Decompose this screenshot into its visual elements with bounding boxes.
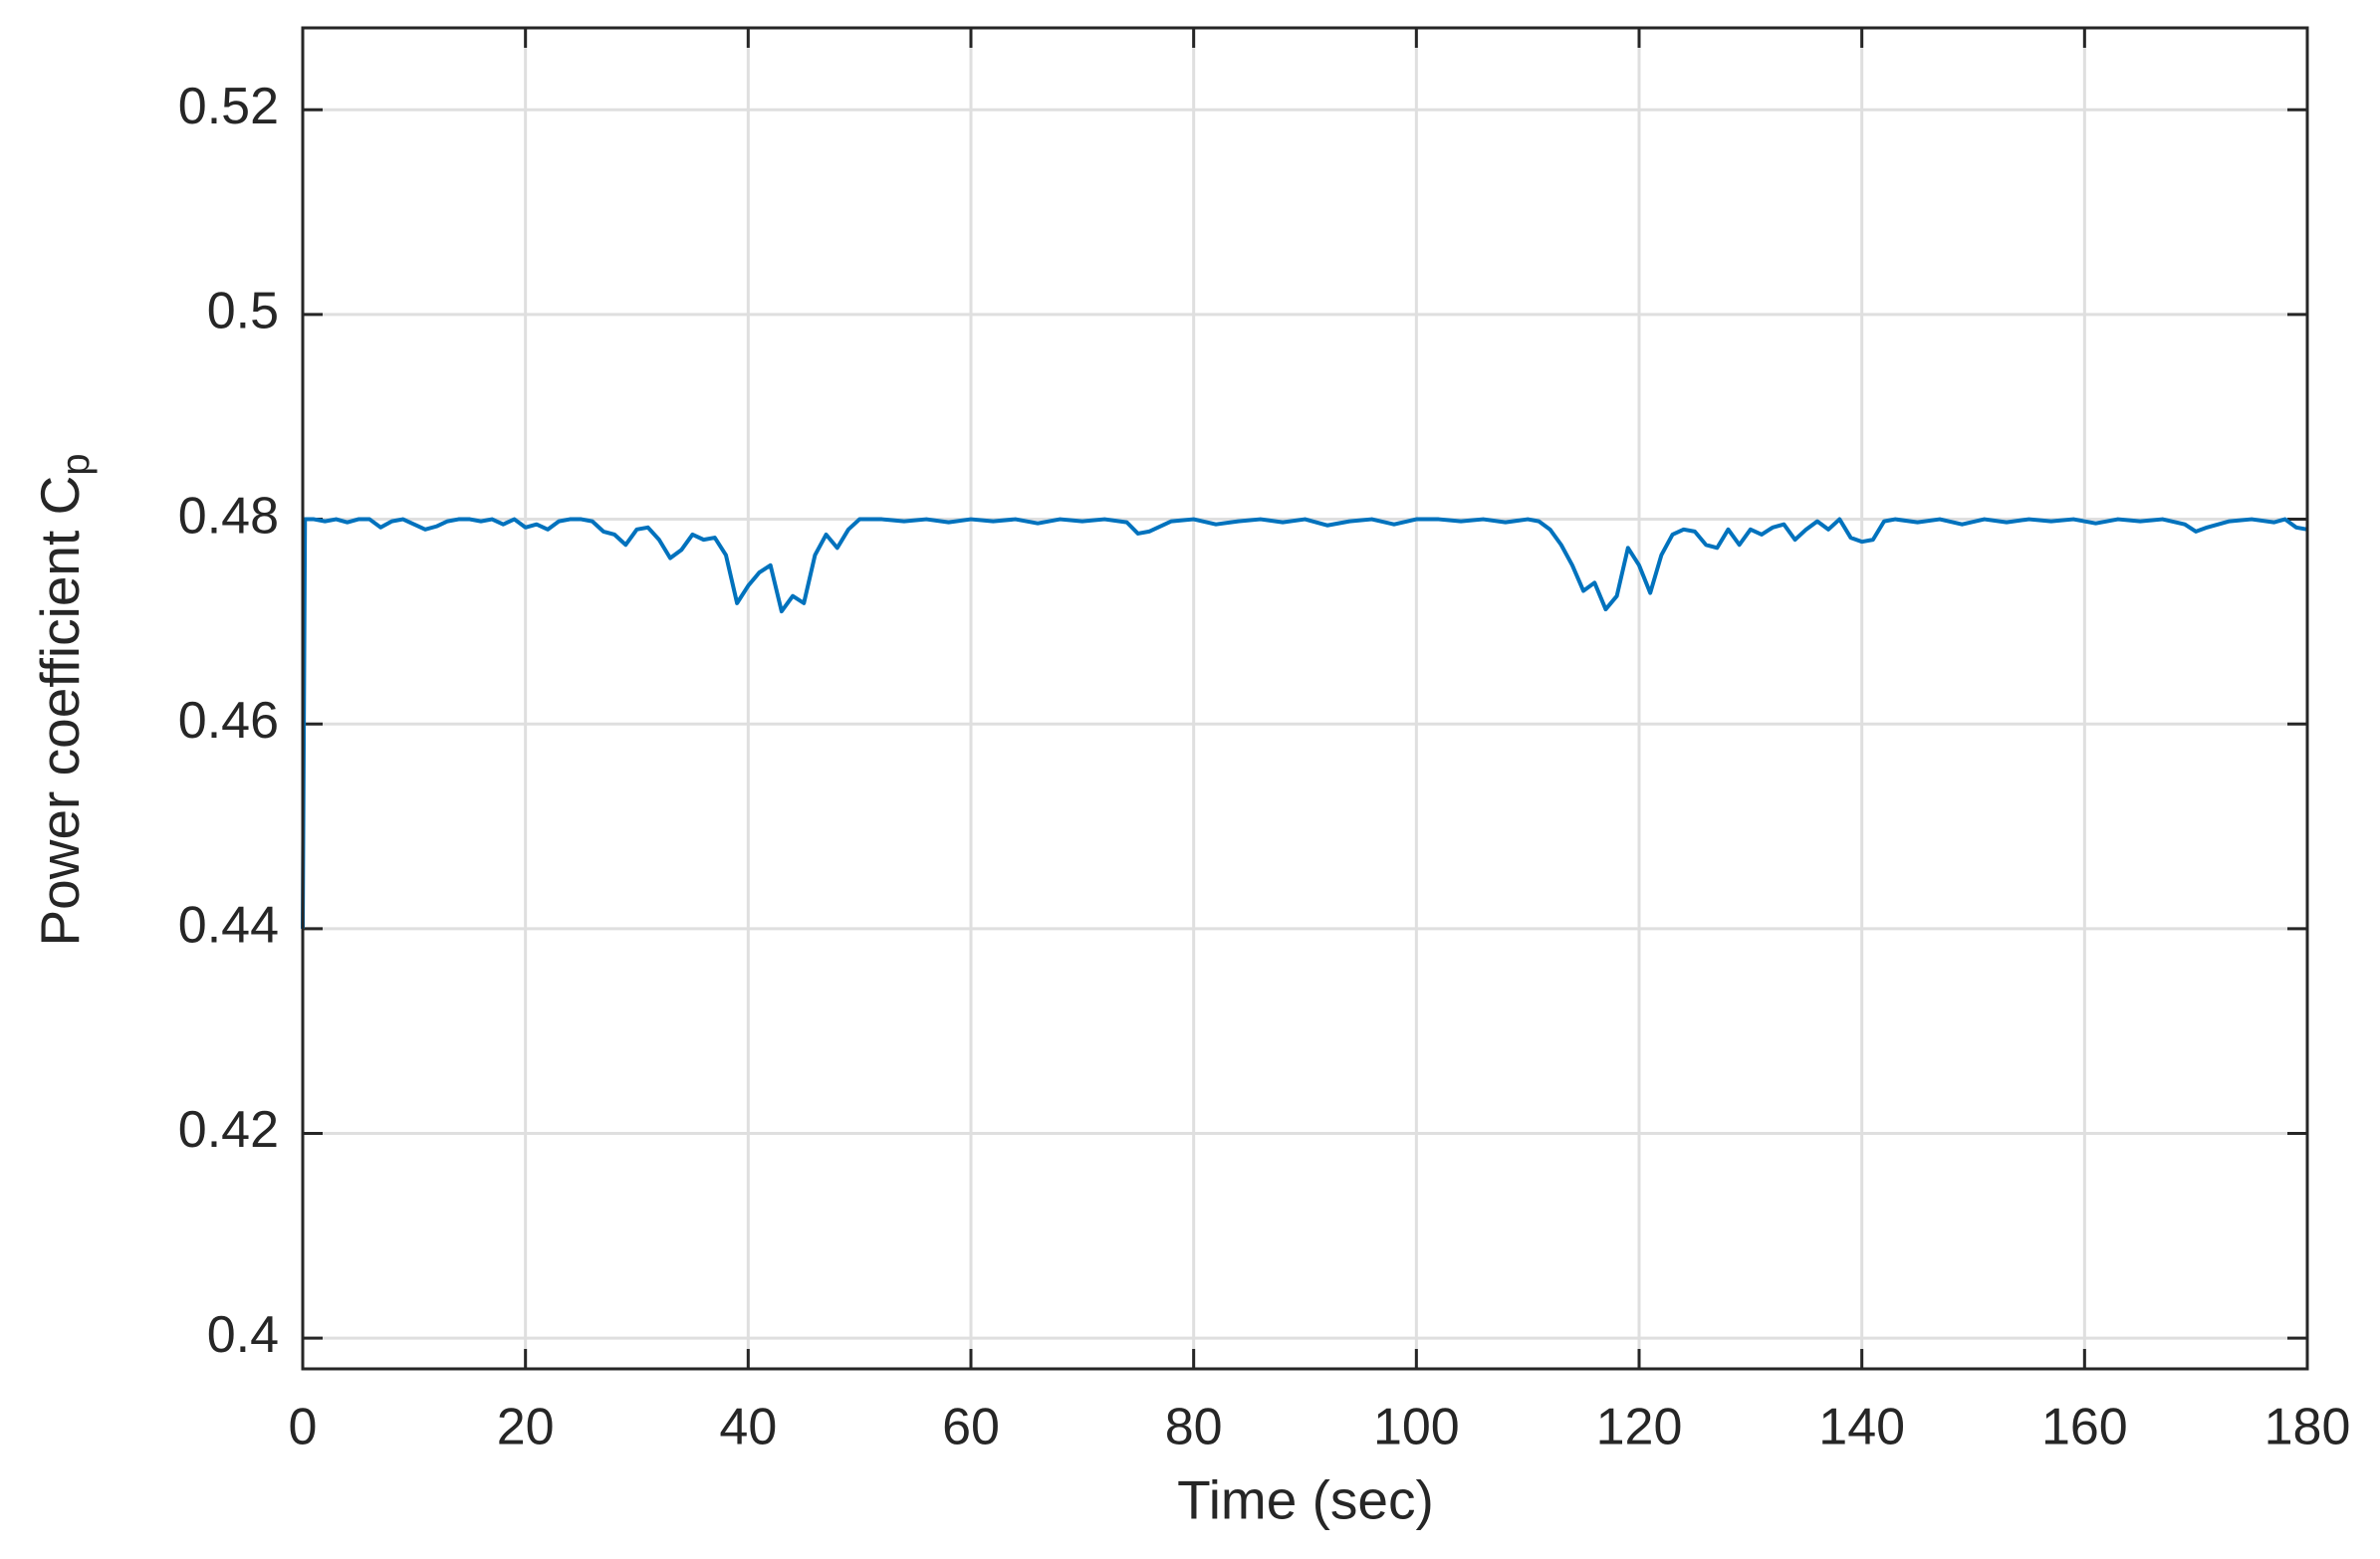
y-tick-label: 0.52 xyxy=(178,78,279,135)
y-tick-label: 0.4 xyxy=(207,1306,279,1364)
x-axis-label: Time (sec) xyxy=(1177,1469,1434,1531)
x-tick-label: 160 xyxy=(2041,1399,2128,1456)
x-tick-label: 0 xyxy=(289,1399,318,1456)
x-tick-label: 120 xyxy=(1596,1399,1683,1456)
data-line xyxy=(301,517,2308,929)
x-tick-label: 140 xyxy=(1818,1399,1905,1456)
x-tick-label: 40 xyxy=(719,1399,777,1456)
y-tick-label: 0.42 xyxy=(178,1101,279,1159)
y-tick-label: 0.44 xyxy=(178,897,279,955)
x-tick-label: 100 xyxy=(1373,1399,1460,1456)
y-tick-label: 0.46 xyxy=(178,692,279,750)
x-tick-label: 80 xyxy=(1165,1399,1223,1456)
y-axis-label-subscript: p xyxy=(54,453,98,475)
x-tick-label: 180 xyxy=(2264,1399,2351,1456)
y-axis-label-main: Power coefficient C xyxy=(29,476,91,947)
y-axis-label: Power coefficient Cp xyxy=(29,453,98,946)
y-tick-label: 0.5 xyxy=(207,283,279,340)
y-tick-label: 0.48 xyxy=(178,487,279,545)
x-tick-label: 20 xyxy=(497,1399,555,1456)
x-tick-label: 60 xyxy=(942,1399,1000,1456)
plot-frame xyxy=(301,26,2309,1371)
